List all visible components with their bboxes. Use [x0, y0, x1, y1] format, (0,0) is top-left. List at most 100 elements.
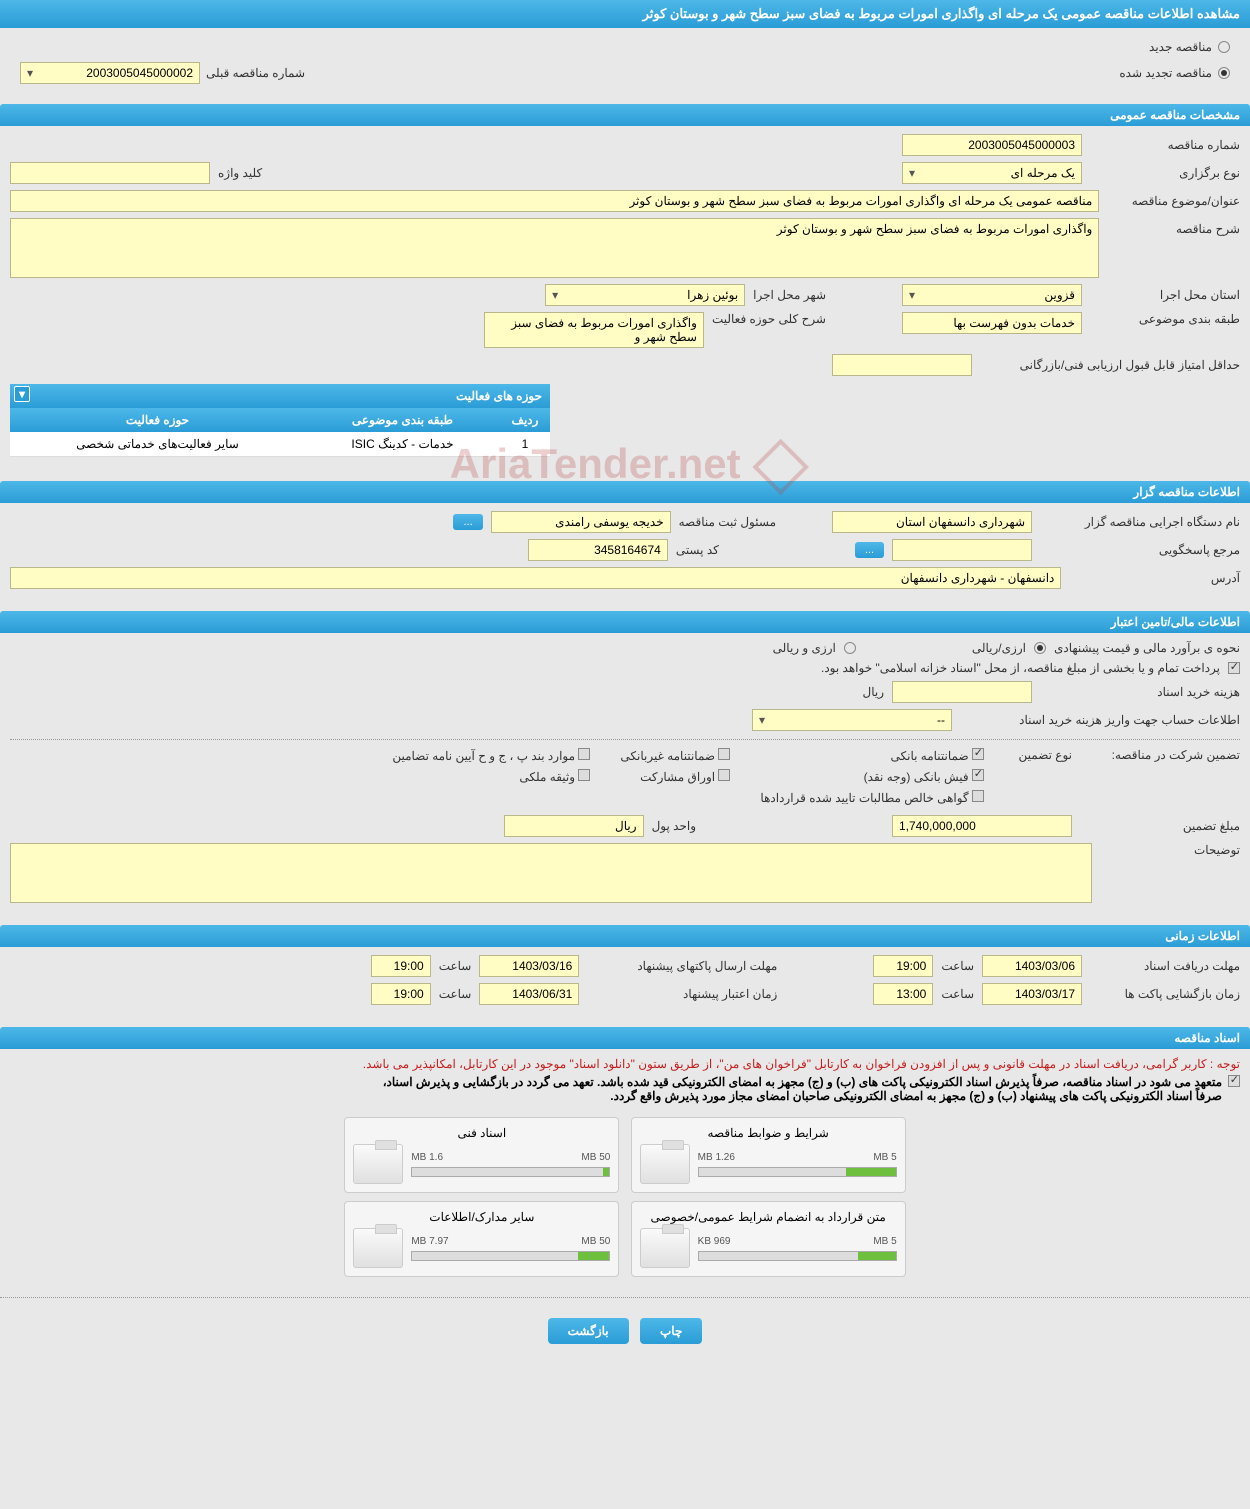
table-row: 1 خدمات - کدینگ ISIC سایر فعالیت‌های خدم… — [10, 432, 550, 457]
select-prev-number[interactable]: 2003005045000002 — [20, 62, 200, 84]
radio-arz-riyal[interactable] — [1034, 642, 1046, 654]
select-city[interactable]: بوئین زهرا — [545, 284, 745, 306]
label-registrar: مسئول ثبت مناقصه — [679, 515, 776, 529]
label-contact: مرجع پاسخگویی — [1040, 543, 1240, 557]
select-province[interactable]: قزوین — [902, 284, 1082, 306]
field-category: خدمات بدون فهرست بها — [902, 312, 1082, 334]
folder-icon — [640, 1228, 690, 1268]
chk-treasury — [1228, 662, 1240, 674]
folder-icon — [353, 1144, 403, 1184]
label-address: آدرس — [1069, 571, 1240, 585]
label-receive-deadline: مهلت دریافت اسناد — [1090, 959, 1240, 973]
field-open-date: 1403/03/17 — [982, 983, 1082, 1005]
activity-table-title: حوزه های فعالیت — [456, 389, 542, 403]
more-button-2[interactable]: ... — [855, 542, 884, 558]
label-new-tender: مناقصه جدید — [1149, 40, 1212, 54]
section-documents-header: اسناد مناقصه — [0, 1027, 1250, 1049]
field-notes — [10, 843, 1092, 903]
label-city: شهر محل اجرا — [753, 288, 826, 302]
label-category: طبقه بندی موضوعی — [1090, 312, 1240, 326]
label-method: نحوه ی برآورد مالی و قیمت پیشنهادی — [1054, 641, 1240, 655]
label-guarantee-amount: مبلغ تضمین — [1080, 819, 1240, 833]
chk-bank-guarantee — [972, 748, 984, 760]
label-guarantee: تضمین شرکت در مناقصه: — [1080, 748, 1240, 762]
field-postal: 3458164674 — [528, 539, 668, 561]
field-send-time: 19:00 — [371, 955, 431, 977]
field-address: دانسفهان - شهرداری دانسفهان — [10, 567, 1061, 589]
label-currency: واحد پول — [652, 819, 696, 833]
field-validity-date: 1403/06/31 — [479, 983, 579, 1005]
field-activity-scope: واگذاری امورات مربوط به فضای سبز سطح شهر… — [484, 312, 704, 348]
col-row-num: ردیف — [500, 408, 550, 432]
col-category: طبقه بندی موضوعی — [305, 408, 500, 432]
col-scope: حوزه فعالیت — [10, 408, 305, 432]
field-min-score — [832, 354, 972, 376]
field-tender-number: 2003005045000003 — [902, 134, 1082, 156]
radio-arz-va-riyal[interactable] — [844, 642, 856, 654]
activity-table: حوزه های فعالیت ▾ ردیف طبقه بندی موضوعی … — [10, 384, 550, 457]
chk-regulation — [578, 748, 590, 760]
field-exec: شهرداری دانسفهان استان — [832, 511, 1032, 533]
field-guarantee-amount: 1,740,000,000 — [892, 815, 1072, 837]
doc-note1: متعهد می شود در اسناد مناقصه، صرفاً پذیر… — [383, 1075, 1222, 1089]
doc-note2: صرفاً اسناد الکترونیکی پاکت های پیشنهاد … — [383, 1089, 1222, 1103]
page-title-bar: مشاهده اطلاعات مناقصه عمومی یک مرحله ای … — [0, 0, 1250, 28]
chk-property — [578, 769, 590, 781]
page-title: مشاهده اطلاعات مناقصه عمومی یک مرحله ای … — [643, 6, 1240, 21]
label-renewed-tender: مناقصه تجدید شده — [1119, 66, 1212, 80]
field-desc: واگذاری امورات مربوط به فضای سبز سطح شهر… — [10, 218, 1099, 278]
prev-number-value: 2003005045000002 — [86, 66, 193, 80]
label-min-score: حداقل امتیاز قابل قبول ارزیابی فنی/بازرگ… — [980, 358, 1240, 372]
print-button[interactable]: چاپ — [640, 1318, 702, 1344]
field-currency: ریال — [504, 815, 644, 837]
label-desc: شرح مناقصه — [1107, 218, 1240, 236]
select-hold-type[interactable]: یک مرحله ای — [902, 162, 1082, 184]
back-button[interactable]: بازگشت — [548, 1318, 629, 1344]
label-open: زمان بازگشایی پاکت ها — [1090, 987, 1240, 1001]
section-timing-header: اطلاعات زمانی — [0, 925, 1250, 947]
doc-box-2[interactable]: اسناد فنی 50 MB1.6 MB — [344, 1117, 619, 1193]
select-account[interactable]: -- — [752, 709, 952, 731]
label-tender-number: شماره مناقصه — [1090, 138, 1240, 152]
field-contact — [892, 539, 1032, 561]
chk-participation — [718, 769, 730, 781]
section-organizer-header: اطلاعات مناقصه گزار — [0, 481, 1250, 503]
more-button-1[interactable]: ... — [453, 514, 482, 530]
folder-icon — [640, 1144, 690, 1184]
label-province: استان محل اجرا — [1090, 288, 1240, 302]
folder-icon — [353, 1228, 403, 1268]
label-hold-type: نوع برگزاری — [1090, 166, 1240, 180]
field-open-time: 13:00 — [873, 983, 933, 1005]
doc-box-4[interactable]: سایر مدارک/اطلاعات 50 MB7.97 MB — [344, 1201, 619, 1277]
field-keyword[interactable] — [10, 162, 210, 184]
doc-warning: توجه : کاربر گرامی، دریافت اسناد در مهلت… — [10, 1057, 1240, 1071]
radio-renewed-tender[interactable] — [1218, 67, 1230, 79]
field-receive-time: 19:00 — [873, 955, 933, 977]
label-validity: زمان اعتبار پیشنهاد — [587, 987, 777, 1001]
field-cost[interactable] — [892, 681, 1032, 703]
field-receive-date: 1403/03/06 — [982, 955, 1082, 977]
label-activity-scope: شرح کلی حوزه فعالیت — [712, 312, 826, 326]
label-title: عنوان/موضوع مناقصه — [1107, 194, 1240, 208]
chk-commitment — [1228, 1075, 1240, 1087]
chk-receivables — [972, 790, 984, 802]
label-notes: توضیحات — [1100, 843, 1240, 857]
label-postal: کد پستی — [676, 543, 719, 557]
collapse-icon[interactable]: ▾ — [14, 386, 30, 402]
label-keyword: کلید واژه — [218, 166, 262, 180]
label-exec: نام دستگاه اجرایی مناقصه گزار — [1040, 515, 1240, 529]
field-validity-time: 19:00 — [371, 983, 431, 1005]
field-registrar: خدیجه یوسفی رامندی — [491, 511, 671, 533]
label-cost: هزینه خرید اسناد — [1040, 685, 1240, 699]
field-title: مناقصه عمومی یک مرحله ای واگذاری امورات … — [10, 190, 1099, 212]
label-send-deadline: مهلت ارسال پاکتهای پیشنهاد — [587, 959, 777, 973]
chk-bank-receipt — [972, 769, 984, 781]
section-general-header: مشخصات مناقصه عمومی — [0, 104, 1250, 126]
radio-new-tender[interactable] — [1218, 41, 1230, 53]
doc-box-3[interactable]: متن قرارداد به انضمام شرایط عمومی/خصوصی … — [631, 1201, 906, 1277]
label-account: اطلاعات حساب جهت واریز هزینه خرید اسناد — [960, 713, 1240, 727]
doc-box-1[interactable]: شرایط و ضوابط مناقصه 5 MB1.26 MB — [631, 1117, 906, 1193]
field-send-date: 1403/03/16 — [479, 955, 579, 977]
chk-nonbank-guarantee — [718, 748, 730, 760]
section-financial-header: اطلاعات مالی/تامین اعتبار — [0, 611, 1250, 633]
